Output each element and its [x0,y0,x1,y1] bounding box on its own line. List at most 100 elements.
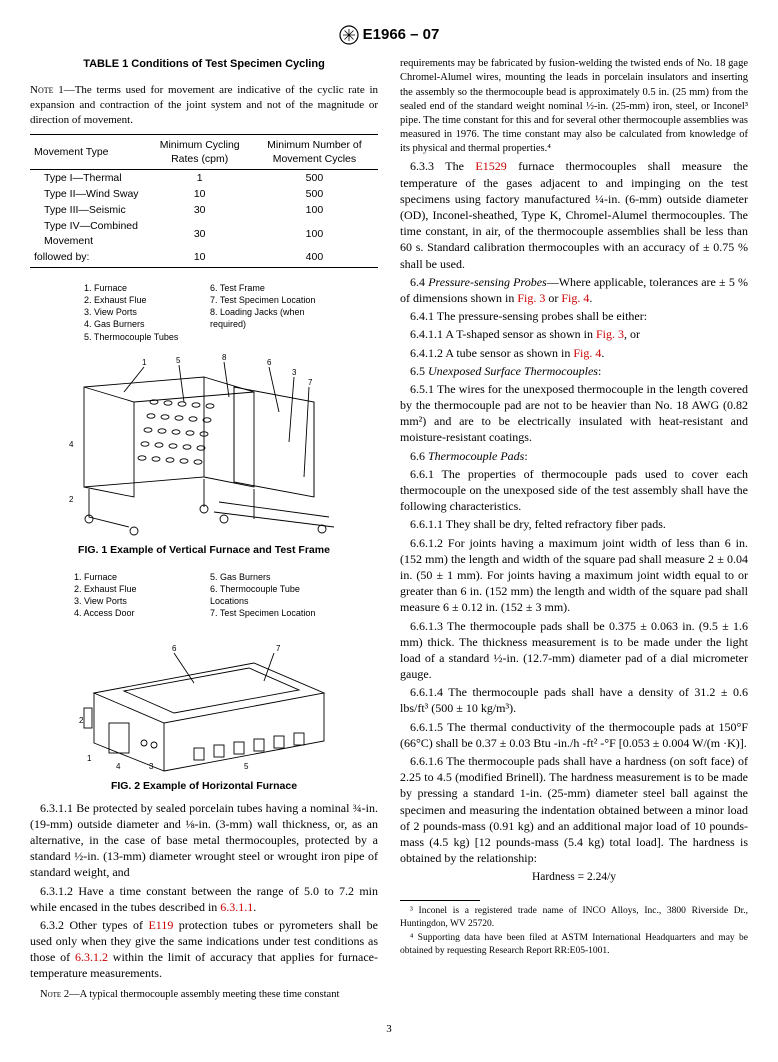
table-cell: 10 [149,249,251,268]
end: . [589,291,592,305]
svg-text:1: 1 [87,754,92,763]
legend-item: 1. Furnace [84,282,198,294]
p-6-3-1-1: 6.3.1.1 Be protected by sealed porcelain… [30,800,378,881]
table-row: Type III—Seismic30100 [30,202,378,218]
legend-item: 5. Thermocouple Tubes [84,331,198,343]
svg-text:3: 3 [292,368,297,377]
table-row: Type IV—Combined Movement30100 [30,218,378,248]
legend-item: 1. Furnace [74,571,198,583]
table-row: Type II—Wind Sway10500 [30,186,378,202]
table-cell: Type I—Thermal [30,169,149,186]
p-6-6-1-2: 6.6.1.2 For joints having a maximum join… [400,535,748,616]
table-cell: 1 [149,169,251,186]
legend-item: 6. Thermocouple Tube Locations [210,583,334,607]
table-cell: 500 [251,169,378,186]
table1-note: Note 1—The terms used for movement are i… [30,83,378,128]
or: or [545,291,561,305]
p-6-6: 6.6 Thermocouple Pads: [400,448,748,464]
hardness-equation: Hardness = 2.24/y [400,870,748,886]
table-row: Type I—Thermal1500 [30,169,378,186]
p-6-6-1-4: 6.6.1.4 The thermocouple pads shall have… [400,684,748,716]
svg-text:3: 3 [149,762,154,771]
legend-item: 8. Loading Jacks (when required) [210,306,324,330]
legend-item: 4. Access Door [74,607,198,619]
legend-item: 4. Gas Burners [84,318,198,330]
ref-e119: E119 [148,918,173,932]
p-6-6-1-5: 6.6.1.5 The thermal conductivity of the … [400,719,748,751]
t-b: furnace thermocouples shall measure the … [400,159,748,270]
figure-1: 1. Furnace2. Exhaust Flue3. View Ports4.… [30,282,378,557]
t-a: Other types of [64,918,148,932]
legend-item: 2. Exhaust Flue [84,294,198,306]
ref-e1529: E1529 [475,159,506,173]
note-2: Note 2—A typical thermocouple assembly m… [30,988,378,1002]
p-6-3-1-2: 6.3.1.2 Have a time constant between the… [30,883,378,915]
legend-item: 3. View Ports [84,306,198,318]
t-b: , or [624,327,640,341]
ref-fig3b: Fig. 3 [596,327,624,341]
table-cell: 10 [149,186,251,202]
p-6-5-1: 6.5.1 The wires for the unexposed thermo… [400,381,748,446]
clause-num: 6.3.1.2 [40,884,73,898]
legend-item: 7. Test Specimen Location [210,607,334,619]
note2-label: Note 2— [40,989,80,1000]
svg-text:4: 4 [69,440,74,449]
clause-num: 6.6 [410,449,428,463]
ref-fig3: Fig. 3 [517,291,545,305]
legend-item: 7. Test Specimen Location [210,294,324,306]
p-6-4-1: 6.4.1 The pressure-sensing probes shall … [400,308,748,324]
left-column: TABLE 1 Conditions of Test Specimen Cycl… [30,57,378,1004]
t-a: The [434,159,475,173]
colon: : [598,364,601,378]
fig2-drawing: 67 14 32 5 [54,623,354,773]
fig1-legend: 1. Furnace2. Exhaust Flue3. View Ports4.… [84,282,324,343]
p-6-3-2: 6.3.2 Other types of E119 protection tub… [30,917,378,982]
standard-header: E1966 – 07 [30,25,748,45]
clause-end: . [253,900,256,914]
table-cell: Type III—Seismic [30,202,149,218]
clause-text: Be protected by sealed porcelain tubes h… [30,801,378,880]
sec-title: Pressure-sensing Probes [428,275,547,289]
astm-logo-icon [339,25,359,45]
svg-text:7: 7 [276,644,281,653]
table-cell: 100 [251,218,378,248]
table-cell: 400 [251,249,378,268]
p-6-4-1-2: 6.4.1.2 A tube sensor as shown in Fig. 4… [400,345,748,361]
fig2-caption: FIG. 2 Example of Horizontal Furnace [30,779,378,793]
table1: Movement Type Minimum Cycling Rates (cpm… [30,134,378,268]
fig2-legend: 1. Furnace2. Exhaust Flue3. View Ports4.… [74,571,334,620]
table-header-row: Movement Type Minimum Cycling Rates (cpm… [30,134,378,169]
note1-text: The terms used for movement are indicati… [30,84,378,126]
clause-num: 6.5 [410,364,428,378]
svg-text:5: 5 [176,356,181,365]
svg-text:6: 6 [172,644,177,653]
table-cell: Type IV—Combined Movement [30,218,149,248]
table-row: followed by:10400 [30,249,378,268]
note2-text: A typical thermocouple assembly meeting … [80,989,340,1000]
legend-item: 3. View Ports [74,595,198,607]
table-cell: Type II—Wind Sway [30,186,149,202]
table-cell: 30 [149,218,251,248]
note2-continuation: requirements may be fabricated by fusion… [400,57,748,156]
sec-title: Thermocouple Pads [428,449,524,463]
col-h-1: Minimum Cycling Rates (cpm) [149,134,251,169]
clause-num: 6.3.2 [40,918,64,932]
right-column: requirements may be fabricated by fusion… [400,57,748,1004]
ref-fig4b: Fig. 4 [573,346,601,360]
ref-fig4: Fig. 4 [561,291,589,305]
table-cell: 30 [149,202,251,218]
p-6-4-1-1: 6.4.1.1 A T-shaped sensor as shown in Fi… [400,326,748,342]
col-h-0: Movement Type [30,134,149,169]
p-6-5: 6.5 Unexposed Surface Thermocouples: [400,363,748,379]
t-a: 6.4.1.2 A tube sensor as shown in [410,346,573,360]
svg-text:6: 6 [267,358,272,367]
page-number: 3 [30,1022,748,1037]
clause-num: 6.4 [410,275,428,289]
ref-6-3-1-1: 6.3.1.1 [220,900,253,914]
table1-title: TABLE 1 Conditions of Test Specimen Cycl… [30,57,378,72]
table-cell: 100 [251,202,378,218]
footnote-rule [400,900,480,901]
p-6-6-1-1: 6.6.1.1 They shall be dry, felted refrac… [400,516,748,532]
p-6-4: 6.4 Pressure-sensing Probes—Where applic… [400,274,748,306]
col-h-2: Minimum Number of Movement Cycles [251,134,378,169]
